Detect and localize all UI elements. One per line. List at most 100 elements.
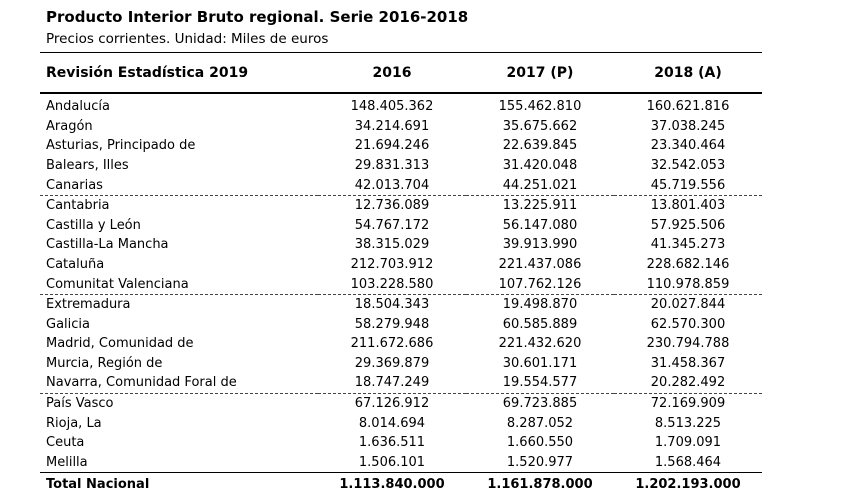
table-row: Ceuta 1.636.511 1.660.550 1.709.091 <box>40 433 762 453</box>
value-cell-2016: 18.504.343 <box>354 297 430 313</box>
table-row: País Vasco 67.126.912 69.723.885 72.169.909 <box>40 394 762 414</box>
value-cell-2016: 42.013.704 <box>318 175 466 197</box>
value-cell-2016: 1.113.840.000 <box>318 472 466 492</box>
value-cell-2018a: 20.027.844 <box>650 297 726 313</box>
region-label: Asturias, Principado de <box>46 138 196 154</box>
value-cell-2018a: 160.621.816 <box>646 99 730 115</box>
value-cell-2017p: 60.585.889 <box>502 316 578 332</box>
value-cell-2017p: 221.432.620 <box>498 336 582 352</box>
value-cell-2016: 34.214.691 <box>354 118 430 134</box>
value-cell-2017p: 19.554.577 <box>466 373 614 395</box>
table-row: Canarias 42.013.704 44.251.021 45.719.556 <box>40 175 762 197</box>
value-cell-2016: 212.703.912 <box>350 256 434 272</box>
value-cell-2018a: 41.345.273 <box>650 237 726 253</box>
table-row: Castilla y León 54.767.172 56.147.080 57.92… <box>40 216 762 236</box>
region-label: Cataluña <box>46 256 105 272</box>
value-cell-2017p: 13.225.911 <box>502 198 578 214</box>
region-label: Castilla y León <box>46 217 141 233</box>
table-row: Balears, Illes 29.831.313 31.420.048 32.542… <box>40 156 762 176</box>
value-cell-2018a: 37.038.245 <box>650 118 726 134</box>
value-cell-2017p: 221.437.086 <box>498 256 582 272</box>
region-label: Total Nacional <box>40 472 318 492</box>
value-cell-2016: 29.369.879 <box>354 355 430 371</box>
total-row: Total Nacional 1.113.840.000 1.161.878.000… <box>40 472 762 492</box>
region-label: Rioja, La <box>46 415 102 431</box>
gdp-table: Revisión Estadística 2019 2016 2017 (P) … <box>40 53 762 492</box>
value-cell-2016: 103.228.580 <box>318 274 466 296</box>
value-cell-2016: 8.014.694 <box>358 415 426 431</box>
value-cell-2018a: 23.340.464 <box>650 138 726 154</box>
table-row: Aragón 34.214.691 35.675.662 37.038.245 <box>40 117 762 137</box>
column-header-2016: 2016 <box>318 53 466 95</box>
table-row: Madrid, Comunidad de 211.672.686 221.432.6… <box>40 334 762 354</box>
value-cell-2017p: 44.251.021 <box>466 175 614 197</box>
table-body: Andalucía 148.405.362 155.462.810 160.621.8… <box>40 93 762 492</box>
region-label: Navarra, Comunidad Foral de <box>40 373 318 395</box>
value-cell-2017p: 22.639.845 <box>502 138 578 154</box>
table-row: Rioja, La 8.014.694 8.287.052 8.513.225 <box>40 414 762 434</box>
region-label: Canarias <box>40 175 318 197</box>
value-cell-2018a: 13.801.403 <box>650 198 726 214</box>
value-cell-2018a: 72.169.909 <box>650 396 726 412</box>
table-row: Melilla 1.506.101 1.520.977 1.568.464 <box>40 453 762 473</box>
region-label: País Vasco <box>46 396 114 412</box>
value-cell-2018a: 230.794.788 <box>646 336 730 352</box>
region-label: Aragón <box>46 118 93 134</box>
region-label: Madrid, Comunidad de <box>46 336 194 352</box>
value-cell-2018a: 20.282.492 <box>614 373 762 395</box>
value-cell-2018a: 62.570.300 <box>650 316 726 332</box>
value-cell-2016: 58.279.948 <box>354 316 430 332</box>
region-label: Andalucía <box>46 99 110 115</box>
table-row: Galicia 58.279.948 60.585.889 62.570.300 <box>40 315 762 335</box>
value-cell-2018a: 57.925.506 <box>650 217 726 233</box>
column-header-2018: 2018 (A) <box>614 53 762 95</box>
value-cell-2017p: 1.520.977 <box>506 454 574 470</box>
page-title: Producto Interior Bruto regional. Serie … <box>46 8 469 26</box>
value-cell-2017p: 1.161.878.000 <box>466 472 614 492</box>
value-cell-2017p: 31.420.048 <box>502 157 578 173</box>
value-cell-2016: 211.672.686 <box>350 336 434 352</box>
table-row: Cantabria 12.736.089 13.225.911 13.801.403 <box>40 196 762 216</box>
value-cell-2018a: 31.458.367 <box>650 355 726 371</box>
table-row: Andalucía 148.405.362 155.462.810 160.621.8… <box>40 93 762 117</box>
value-cell-2016: 18.747.249 <box>318 373 466 395</box>
column-header-2017: 2017 (P) <box>466 53 614 95</box>
value-cell-2017p: 30.601.171 <box>502 355 578 371</box>
value-cell-2016: 1.636.511 <box>358 435 426 451</box>
value-cell-2018a: 1.568.464 <box>654 454 722 470</box>
region-label: Cantabria <box>46 198 110 214</box>
value-cell-2017p: 19.498.870 <box>502 297 578 313</box>
value-cell-2017p: 69.723.885 <box>502 396 578 412</box>
value-cell-2018a: 1.709.091 <box>654 435 722 451</box>
value-cell-2017p: 56.147.080 <box>502 217 578 233</box>
header-block: Producto Interior Bruto regional. Serie … <box>0 0 844 47</box>
region-label: Comunitat Valenciana <box>40 274 318 296</box>
table-row: Murcia, Región de 29.369.879 30.601.171 31.… <box>40 354 762 374</box>
value-cell-2018a: 228.682.146 <box>646 256 730 272</box>
value-cell-2017p: 35.675.662 <box>502 118 578 134</box>
table-header-row: Revisión Estadística 2019 2016 2017 (P) … <box>40 53 762 95</box>
region-label: Castilla-La Mancha <box>46 237 169 253</box>
value-cell-2016: 1.506.101 <box>358 454 426 470</box>
value-cell-2018a: 110.978.859 <box>614 274 762 296</box>
table-row: Asturias, Principado de 21.694.246 22.639.… <box>40 136 762 156</box>
region-label: Balears, Illes <box>46 157 129 173</box>
gdp-table-wrap: Revisión Estadística 2019 2016 2017 (P) … <box>40 53 762 492</box>
value-cell-2016: 21.694.246 <box>354 138 430 154</box>
table-row: Castilla-La Mancha 38.315.029 39.913.990 41… <box>40 235 762 255</box>
value-cell-2018a: 45.719.556 <box>614 175 762 197</box>
value-cell-2016: 29.831.313 <box>354 157 430 173</box>
page-subtitle: Precios corrientes. Unidad: Miles de eur… <box>46 30 329 47</box>
column-header-revision: Revisión Estadística 2019 <box>40 53 318 95</box>
value-cell-2016: 148.405.362 <box>350 99 434 115</box>
region-label: Murcia, Región de <box>46 355 163 371</box>
value-cell-2017p: 1.660.550 <box>506 435 574 451</box>
region-label: Melilla <box>46 454 88 470</box>
value-cell-2017p: 155.462.810 <box>498 99 582 115</box>
value-cell-2017p: 107.762.126 <box>466 274 614 296</box>
value-cell-2016: 38.315.029 <box>354 237 430 253</box>
table-row: Extremadura 18.504.343 19.498.870 20.027.84… <box>40 295 762 315</box>
table-row: Cataluña 212.703.912 221.437.086 228.682.14… <box>40 255 762 275</box>
value-cell-2016: 12.736.089 <box>354 198 430 214</box>
